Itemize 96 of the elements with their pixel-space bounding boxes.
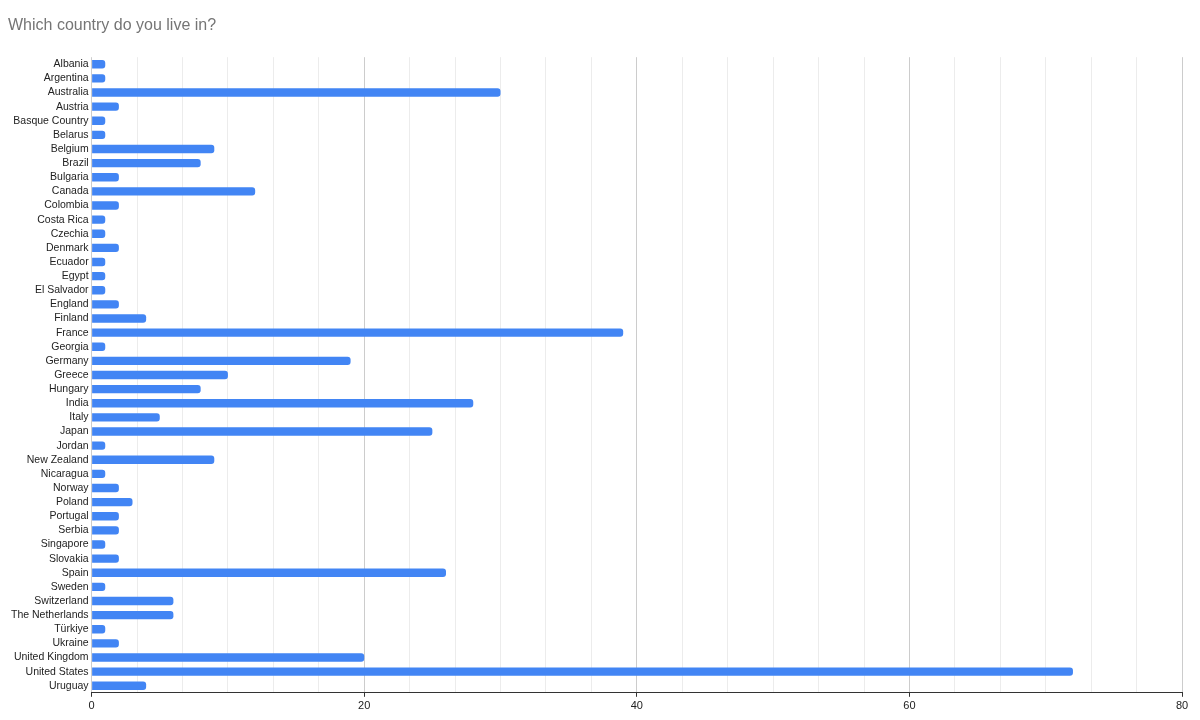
y-tick-label: Ecuador: [49, 254, 90, 267]
y-tick-label: Brazil: [62, 156, 89, 169]
y-tick-label: El Salvador: [34, 283, 90, 296]
bar: [92, 512, 119, 521]
bar: [92, 667, 1073, 676]
y-tick-label: Colombia: [44, 198, 89, 211]
y-tick-label: Belarus: [53, 127, 89, 140]
x-tick-label: 40: [630, 699, 643, 712]
bar: [92, 540, 106, 549]
bar: [92, 328, 624, 337]
y-tick-label: Spain: [61, 565, 89, 578]
bar: [92, 314, 147, 323]
y-tick-label: Czechia: [50, 226, 89, 239]
y-tick-label: Nicaragua: [40, 466, 89, 479]
y-tick-label: United Kingdom: [13, 650, 89, 663]
y-tick-label: England: [50, 297, 89, 310]
bar: [92, 74, 106, 83]
bar: [92, 483, 119, 493]
y-tick-label: Singapore: [40, 537, 89, 550]
y-tick-label: Türkiye: [54, 622, 89, 635]
y-tick-label: Hungary: [48, 382, 90, 395]
y-tick-label: Switzerland: [34, 593, 89, 606]
bar: [92, 201, 119, 210]
bar: [92, 370, 228, 380]
y-tick-label: Serbia: [58, 523, 89, 536]
bar: [92, 300, 119, 309]
bar: [92, 610, 174, 620]
bar: [92, 399, 474, 408]
y-tick-label: Germany: [45, 353, 90, 366]
y-tick-label: Greece: [54, 367, 89, 380]
bar: [92, 526, 119, 535]
bar: [92, 625, 106, 634]
y-tick-label: Slovakia: [48, 551, 89, 564]
y-tick-label: Finland: [54, 311, 89, 324]
bar: [92, 116, 106, 125]
bar: [92, 554, 119, 563]
y-tick-label: Ukraine: [52, 636, 89, 649]
bar: [92, 173, 119, 182]
x-tick-label: 80: [1175, 699, 1189, 712]
y-tick-label: Norway: [53, 480, 90, 493]
bar: [92, 102, 119, 111]
bar: [92, 229, 106, 238]
bar: [92, 286, 106, 295]
y-tick-label: Japan: [60, 424, 89, 437]
bar: [92, 497, 133, 507]
y-tick-label: Portugal: [49, 509, 89, 522]
y-tick-label: Costa Rica: [37, 212, 89, 225]
bar: [92, 681, 147, 690]
y-tick-label: Basque Country: [13, 113, 90, 126]
y-tick-label: Albania: [53, 57, 89, 70]
y-tick-label: Canada: [51, 184, 89, 197]
y-tick-label: United States: [25, 664, 89, 677]
y-tick-label: Argentina: [43, 71, 89, 84]
bar: [92, 455, 215, 464]
bar: [92, 130, 106, 140]
bar: [92, 187, 256, 196]
bar: [92, 639, 119, 648]
y-tick-label: Egypt: [61, 269, 89, 282]
bar: [92, 653, 365, 662]
x-tick-label: 0: [88, 699, 95, 712]
y-tick-label: Sweden: [50, 579, 89, 592]
bar: [92, 596, 174, 606]
bar: [92, 384, 201, 394]
bar: [92, 243, 119, 253]
y-tick-label: Jordan: [56, 438, 89, 451]
y-tick-label: Georgia: [51, 339, 89, 352]
bar: [92, 271, 106, 281]
bar: [92, 158, 201, 168]
bar: [92, 215, 106, 224]
y-tick-label: Italy: [69, 410, 90, 423]
bar: [92, 441, 106, 450]
bar: [92, 257, 106, 267]
bar: [92, 568, 446, 577]
y-tick-label: France: [55, 325, 89, 338]
chart-title: Which country do you live in?: [8, 16, 217, 34]
y-tick-label: Australia: [47, 85, 89, 98]
y-tick-label: New Zealand: [26, 452, 89, 465]
bar: [92, 342, 106, 351]
x-tick-label: 20: [358, 699, 371, 712]
y-tick-label: Bulgaria: [50, 170, 89, 183]
bar: [92, 413, 160, 422]
y-tick-label: India: [65, 396, 89, 409]
y-tick-label: Belgium: [50, 141, 89, 154]
bar: [92, 60, 106, 69]
bar: [92, 427, 433, 436]
bar: [92, 144, 215, 154]
bar: [92, 356, 351, 366]
bar: [92, 469, 106, 479]
y-tick-label: Uruguay: [48, 678, 90, 691]
bar: [92, 88, 501, 97]
y-tick-label: Poland: [55, 495, 89, 508]
y-tick-label: Denmark: [46, 240, 90, 253]
y-tick-label: Austria: [55, 99, 89, 112]
y-tick-label: The Netherlands: [10, 608, 89, 621]
bar: [92, 582, 106, 592]
x-tick-label: 60: [903, 699, 916, 712]
